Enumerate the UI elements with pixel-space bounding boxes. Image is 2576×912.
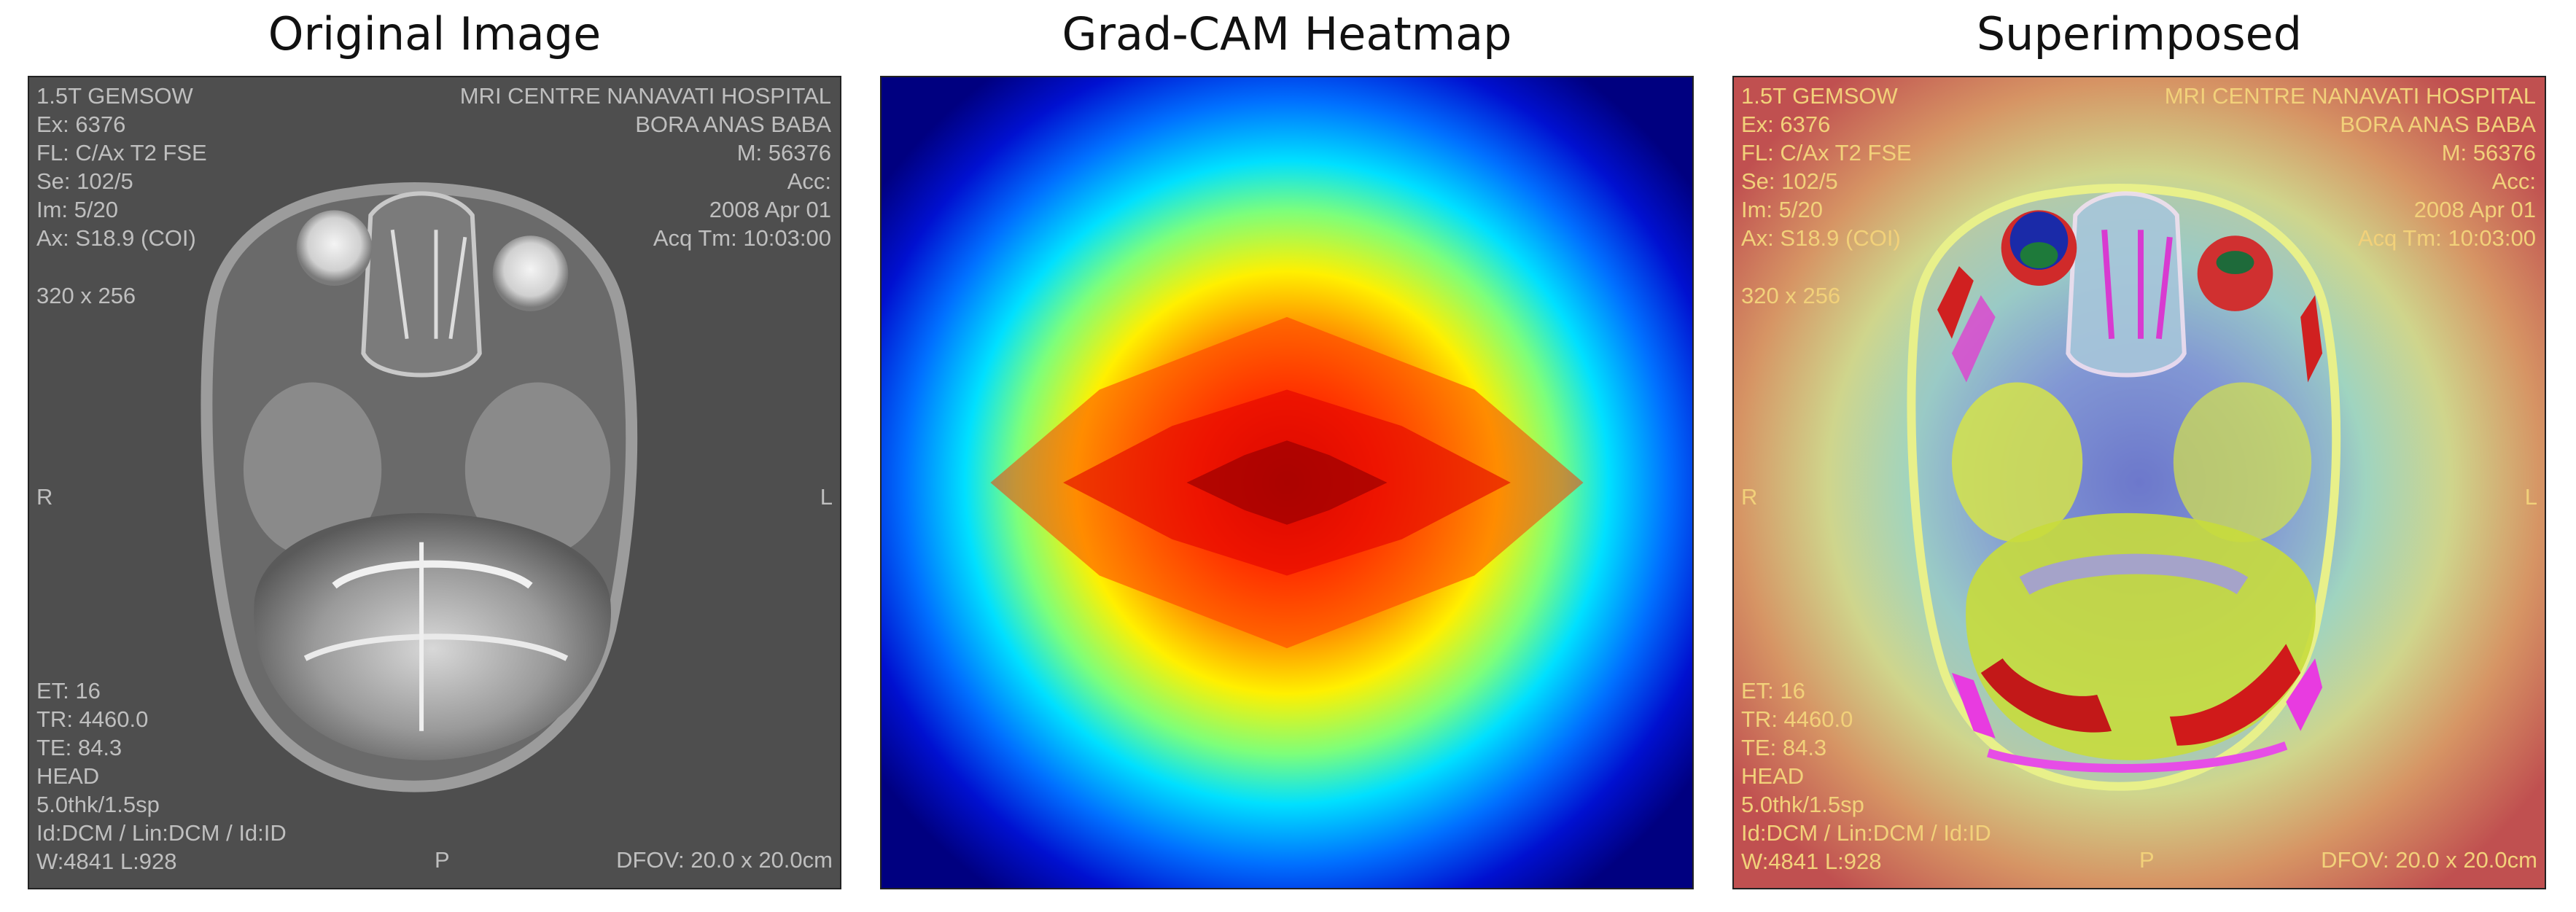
dicom-text: TR: 4460.0: [36, 706, 149, 732]
dicom-text: BORA ANAS BABA: [2340, 112, 2536, 137]
dicom-text: HEAD: [1741, 763, 1805, 789]
dicom-text: ET: 16: [1741, 678, 1805, 704]
dicom-top-left: 1.5T GEMSOW Ex: 6376 FL: C/Ax T2 FSE Se:…: [1741, 82, 1912, 252]
orientation-right: L: [820, 484, 833, 510]
dicom-text: Acq Tm: 10:03:00: [653, 225, 831, 251]
dicom-bottom-left: ET: 16 TR: 4460.0 TE: 84.3 HEAD 5.0thk/1…: [36, 677, 287, 876]
dicom-text: MRI CENTRE NANAVATI HOSPITAL: [2164, 83, 2536, 109]
dicom-text: 5.0thk/1.5sp: [1741, 792, 1864, 817]
dicom-dfov: DFOV: 20.0 x 20.0cm: [616, 847, 833, 873]
dicom-text: 2008 Apr 01: [709, 197, 831, 222]
dicom-text: Se: 102/5: [1741, 168, 1838, 194]
dicom-text: TE: 84.3: [36, 735, 122, 760]
superimposed-title: Superimposed: [1976, 7, 2303, 61]
dicom-text: M: 56376: [2441, 140, 2536, 165]
original-mri-panel: 1.5T GEMSOW Ex: 6376 FL: C/Ax T2 FSE Se:…: [28, 76, 841, 889]
dicom-text: Acc:: [787, 168, 831, 194]
heatmap-panel: [880, 76, 1694, 889]
orientation-right: L: [2524, 484, 2537, 510]
dicom-text: Ax: S18.9 (COI): [36, 225, 196, 251]
dicom-text: TE: 84.3: [1741, 735, 1827, 760]
dicom-text: 5.0thk/1.5sp: [36, 792, 160, 817]
dicom-top-left: 1.5T GEMSOW Ex: 6376 FL: C/Ax T2 FSE Se:…: [36, 82, 207, 252]
orientation-left: R: [36, 484, 53, 510]
dicom-text: Se: 102/5: [36, 168, 133, 194]
dicom-text: Im: 5/20: [36, 197, 118, 222]
dicom-overlay-superimposed: 1.5T GEMSOW Ex: 6376 FL: C/Ax T2 FSE Se:…: [1734, 77, 2545, 888]
dicom-text: Ex: 6376: [36, 112, 126, 137]
dicom-text: BORA ANAS BABA: [635, 112, 831, 137]
orientation-bottom: P: [435, 847, 450, 873]
dicom-text: FL: C/Ax T2 FSE: [1741, 140, 1912, 165]
dicom-text: Id:DCM / Lin:DCM / Id:ID: [1741, 820, 1991, 846]
dicom-text: 1.5T GEMSOW: [36, 83, 193, 109]
original-image-title: Original Image: [268, 7, 602, 61]
dicom-text: Ax: S18.9 (COI): [1741, 225, 1901, 251]
dicom-text: Id:DCM / Lin:DCM / Id:ID: [36, 820, 287, 846]
dicom-text: 2008 Apr 01: [2413, 197, 2536, 222]
dicom-text: Acq Tm: 10:03:00: [2357, 225, 2536, 251]
dicom-bottom-left: ET: 16 TR: 4460.0 TE: 84.3 HEAD 5.0thk/1…: [1741, 677, 1991, 876]
orientation-bottom: P: [2139, 847, 2155, 873]
superimposed-image: [1734, 77, 2545, 888]
dicom-text: Acc:: [2491, 168, 2536, 194]
dicom-top-right: MRI CENTRE NANAVATI HOSPITAL BORA ANAS B…: [2165, 82, 2536, 252]
dicom-text: W:4841 L:928: [36, 849, 177, 874]
mri-scan-image: [201, 182, 638, 792]
dicom-overlay: 1.5T GEMSOW Ex: 6376 FL: C/Ax T2 FSE Se:…: [29, 77, 840, 888]
orientation-left: R: [1741, 484, 1758, 510]
gradcam-heatmap: [882, 77, 1692, 888]
dicom-text: Ex: 6376: [1741, 112, 1831, 137]
dicom-text: ET: 16: [36, 678, 101, 704]
dicom-text: W:4841 L:928: [1741, 849, 1882, 874]
heatmap-title: Grad-CAM Heatmap: [1062, 7, 1512, 61]
dicom-text: FL: C/Ax T2 FSE: [36, 140, 207, 165]
dicom-top-right: MRI CENTRE NANAVATI HOSPITAL BORA ANAS B…: [460, 82, 831, 252]
dicom-text: M: 56376: [736, 140, 831, 165]
dicom-text: HEAD: [36, 763, 100, 789]
dicom-text: 1.5T GEMSOW: [1741, 83, 1898, 109]
dicom-dfov: DFOV: 20.0 x 20.0cm: [2321, 847, 2537, 873]
dicom-text: TR: 4460.0: [1741, 706, 1853, 732]
dicom-text: Im: 5/20: [1741, 197, 1823, 222]
dicom-matrix: 320 x 256: [36, 283, 136, 308]
superimposed-panel: 1.5T GEMSOW Ex: 6376 FL: C/Ax T2 FSE Se:…: [1732, 76, 2546, 889]
dicom-text: MRI CENTRE NANAVATI HOSPITAL: [459, 83, 831, 109]
dicom-matrix: 320 x 256: [1741, 283, 1841, 308]
